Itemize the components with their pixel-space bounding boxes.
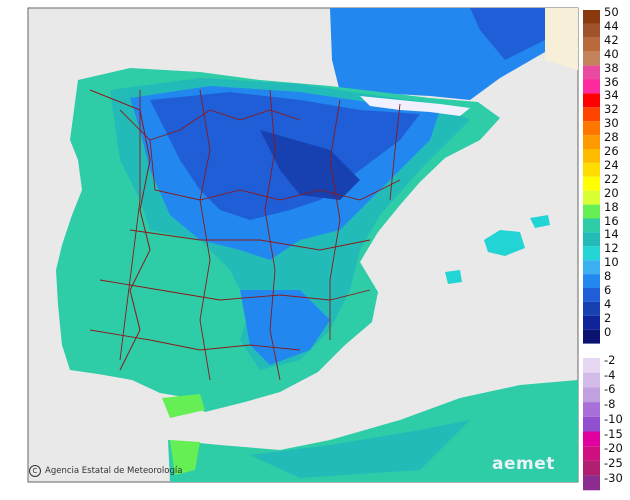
legend-label: 42 — [604, 32, 619, 47]
legend-label: -4 — [604, 367, 616, 382]
legend-label: -6 — [604, 382, 616, 397]
legend-swatch — [583, 288, 600, 302]
legend-label: -2 — [604, 353, 616, 367]
atlas-cool — [250, 420, 470, 478]
legend-label: 16 — [604, 213, 619, 228]
legend-swatch — [583, 246, 600, 261]
legend-label: -10 — [604, 411, 623, 426]
legend-label: -15 — [604, 426, 623, 441]
aemet-logo: aemet — [492, 454, 555, 474]
legend-swatch — [583, 107, 600, 122]
legend-label: 28 — [604, 130, 619, 145]
legend-swatch — [583, 176, 600, 191]
legend-label: 8 — [604, 269, 612, 284]
italy-region — [545, 8, 578, 70]
legend-swatch — [583, 372, 600, 388]
legend-swatch — [583, 79, 600, 94]
credit: C Agencia Estatal de Meteorología — [29, 465, 182, 477]
legend-label: 2 — [604, 310, 612, 325]
menorca — [530, 215, 550, 228]
legend-label: 34 — [604, 88, 619, 103]
province-borders — [89, 89, 401, 381]
legend-swatch — [583, 301, 600, 316]
legend-swatch — [583, 402, 600, 417]
legend-swatch — [583, 135, 600, 149]
legend-swatch — [583, 460, 600, 476]
legend-swatch — [583, 204, 600, 219]
ibiza — [445, 270, 462, 284]
legend-swatch — [583, 260, 600, 275]
legend-swatch — [583, 51, 600, 66]
legend-swatch — [583, 232, 600, 247]
credit-text: Agencia Estatal de Meteorología — [45, 466, 183, 476]
legend-label: 38 — [604, 60, 619, 75]
portugal-border — [89, 89, 151, 371]
legend-swatch — [583, 37, 600, 52]
legend-label: 26 — [604, 144, 619, 158]
legend-label: 40 — [604, 46, 619, 61]
legend-label: -25 — [604, 455, 623, 470]
legend-swatch — [583, 315, 600, 330]
legend-label: 18 — [604, 199, 619, 214]
legend-swatch — [583, 149, 600, 163]
sistema-iberico-cold — [260, 130, 360, 200]
legend-swatch — [583, 329, 600, 344]
legend-swatch — [583, 446, 600, 461]
legend-label: -30 — [604, 470, 623, 485]
cadiz-mild — [162, 394, 205, 418]
copyright-icon: C — [29, 465, 41, 477]
legend-swatch — [583, 65, 600, 80]
legend-label: 24 — [604, 157, 619, 172]
legend-label: -20 — [604, 441, 623, 456]
legend-swatch — [583, 93, 600, 108]
legend-swatch — [583, 121, 600, 136]
legend-label: 4 — [604, 296, 612, 311]
legend-label: -8 — [604, 397, 616, 412]
legend-swatch — [583, 218, 600, 233]
legend-swatch — [583, 431, 600, 447]
legend-label: 10 — [604, 255, 619, 270]
legend-swatch — [583, 475, 600, 491]
legend-label: 6 — [604, 283, 612, 297]
legend-negative — [583, 358, 600, 491]
legend-label: 20 — [604, 185, 619, 200]
legend-label: 32 — [604, 102, 619, 117]
morocco-mild — [170, 440, 200, 475]
legend-swatch — [583, 416, 600, 432]
legend-label: 0 — [604, 324, 612, 339]
legend-positive — [583, 10, 600, 344]
legend-swatch — [583, 162, 600, 177]
legend-label: 12 — [604, 241, 619, 256]
legend-label: 30 — [604, 116, 619, 131]
legend-swatch — [583, 387, 600, 403]
legend-label: 14 — [604, 227, 619, 242]
legend-swatch — [583, 10, 600, 24]
legend-label: 50 — [604, 5, 619, 19]
pyrenees-peaks — [360, 96, 470, 116]
legend-swatch — [583, 274, 600, 288]
legend-swatch — [583, 190, 600, 205]
legend-swatch — [583, 358, 600, 373]
legend-swatch — [583, 23, 600, 38]
mallorca — [484, 230, 525, 256]
legend-label: 44 — [604, 18, 619, 33]
alps-region — [470, 8, 545, 60]
legend-label: 36 — [604, 74, 619, 89]
legend-label: 22 — [604, 171, 619, 186]
